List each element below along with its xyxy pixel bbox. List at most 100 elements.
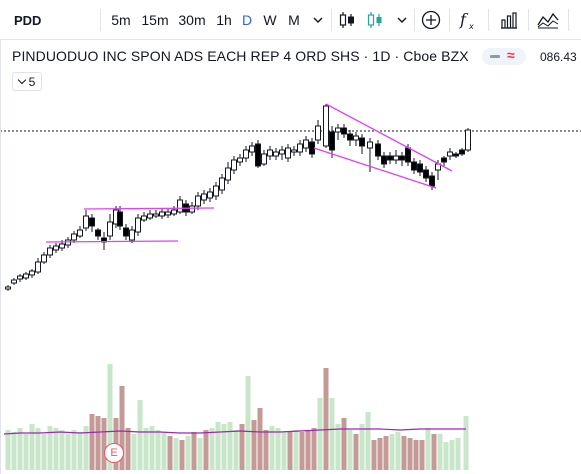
timeframe-1m[interactable]: M [288,12,300,28]
chevron-down-icon[interactable] [392,0,412,40]
candle-body [273,151,279,157]
candle-body [201,193,207,201]
volume-bar [353,434,359,470]
candle-body [213,185,219,197]
candle-body [77,229,83,237]
volume-bar [161,432,167,470]
volume-bar [263,430,269,470]
wave-icon: ≈ [507,47,515,63]
candle-body [207,191,213,199]
candle-body [195,195,201,207]
candle-body [153,213,159,217]
candle-body [429,175,435,187]
volume-bar [443,442,449,470]
indicators-count: 5 [28,74,36,89]
candles-icon[interactable] [336,0,358,40]
candle-body [29,270,35,276]
volume-bar [35,428,41,470]
volume-bar [455,438,461,470]
candle-body [89,217,95,227]
indicators-collapse-toggle[interactable]: 5 [12,72,42,91]
timeframe-1w[interactable]: W [263,12,277,28]
toolbar-divider [449,9,450,31]
candle-body [177,199,183,213]
financials-icon[interactable] [496,0,522,40]
volume-bar [125,428,131,470]
candle-body [189,205,195,213]
candle-body [129,229,135,241]
volume-bar [143,428,149,470]
volume-bar [377,438,383,470]
timeframe-30m[interactable]: 30m [178,12,206,28]
volume-bar [257,408,263,470]
candle-body [237,157,243,163]
legend-last-value: 086.43 [540,50,577,64]
toolbar-divider [488,9,489,31]
timeframe-15m[interactable]: 15m [141,12,169,28]
chart-left-edge [0,40,1,474]
volume-bar [197,438,203,470]
volume-bar [71,430,77,470]
candle-body [243,149,249,159]
candle-body [279,149,285,155]
candle-body [285,147,291,159]
candle-body [59,243,65,249]
volume-bar [251,420,257,470]
volume-bar [65,434,71,470]
candle-body [323,105,329,147]
candle-body [465,129,471,151]
candle-body [5,286,11,290]
candle-body [291,149,297,153]
volume-bar [371,440,377,470]
timeframe-1h[interactable]: 1h [216,12,232,28]
volume-bar [293,430,299,470]
volume-bar [155,430,161,470]
volume-bar [317,398,323,470]
timeframe-5m[interactable]: 5m [111,12,131,28]
candle-body [393,155,399,161]
candle-body [341,127,347,135]
volume-bar [401,436,407,470]
volume-bar [233,430,239,470]
candle-body [381,155,387,165]
chevron-down-icon[interactable] [308,0,328,40]
symbol-legend-title: PINDUODUO INC SPON ADS EACH REP 4 ORD SH… [12,48,469,64]
toolbar-divider [414,9,415,31]
symbol-search-button[interactable]: PDD [14,12,42,28]
volume-bar [335,424,341,470]
alerts-wave-icon[interactable] [534,0,562,40]
resistance-trendline [83,207,215,210]
candle-body [23,273,29,279]
candle-body [141,215,147,221]
volume-bar [431,434,437,470]
volume-bar [77,432,83,470]
candle-body [261,153,267,165]
volume-bar [287,432,293,470]
candle-style-icon[interactable] [364,0,386,40]
add-compare-icon[interactable] [420,0,442,40]
candle-body [335,127,341,133]
volume-bar [53,428,59,470]
volume-bar [389,434,395,470]
candle-body [387,155,393,161]
earnings-marker[interactable]: E [104,443,124,463]
timeframe-1d[interactable]: D [241,12,253,28]
volume-moving-average [3,428,466,435]
volume-bar [95,416,101,470]
volume-bar [437,434,443,470]
volume-bar [47,426,53,470]
candle-body [117,211,123,227]
candle-body [367,141,373,149]
candle-body [405,147,411,163]
volume-bar [17,428,23,470]
candle-body [309,141,315,155]
candle-body [107,221,113,237]
volume-bar [59,430,65,470]
volume-bar [191,432,197,470]
legend-status-badge[interactable]: ≈ [482,47,526,65]
candle-body [315,125,321,141]
volume-bar [245,376,251,470]
